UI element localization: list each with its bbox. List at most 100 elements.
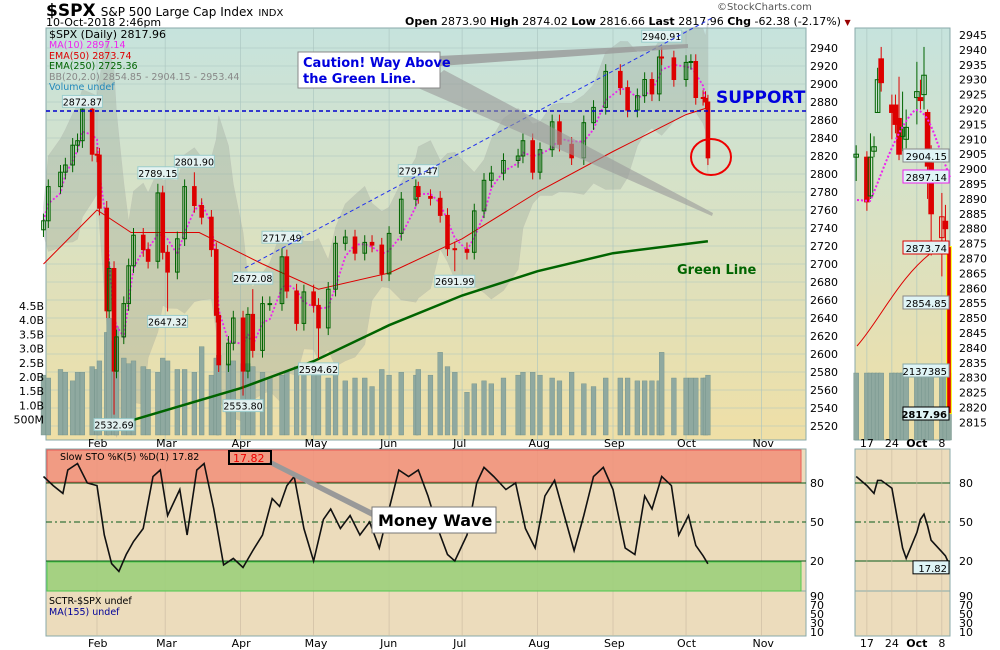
side-sctr-tick-label: 50 (959, 608, 973, 621)
candle-body (688, 61, 694, 63)
candle-body (705, 101, 711, 159)
side-y-tick-label: 2865 (959, 267, 987, 280)
x-tick-label: Mar (156, 437, 177, 450)
y-tick-label: 2780 (810, 186, 838, 199)
candle-body (279, 256, 285, 305)
candle-body (131, 234, 136, 267)
candle-body (703, 97, 708, 103)
volume-bar (130, 360, 137, 436)
candle-body (145, 249, 151, 262)
volume-tick-label: 3.0B (19, 343, 44, 356)
side-candle-body (892, 104, 899, 125)
sto-tick-label: 80 (810, 477, 824, 490)
candle-body (591, 106, 596, 124)
volume-bar (362, 377, 368, 436)
y-tick-label: 2520 (810, 420, 838, 433)
x-tick-label: Jun (379, 437, 397, 450)
volume-bar (520, 372, 526, 436)
money-wave-label: Money Wave (378, 511, 492, 530)
side-value-tag (902, 406, 950, 421)
candle-body (656, 56, 662, 95)
x-tick-label: Sep (604, 437, 625, 450)
volume-bar (293, 366, 300, 436)
side-sto-panel (854, 448, 951, 637)
candle-body (635, 95, 640, 111)
side-candle-body (874, 79, 881, 113)
side-y-tick-label: 2875 (959, 238, 987, 251)
candle-body (471, 210, 477, 253)
candle-body (333, 242, 338, 290)
y-tick-label: 2860 (810, 114, 838, 127)
volume-tick-label: 500M (14, 414, 45, 427)
candle-body (515, 155, 521, 161)
highlight-circle (690, 138, 732, 176)
side-x-tick-label: 8 (938, 437, 945, 450)
chg-value: -62.38 (-2.17%) (754, 15, 841, 28)
volume-bar (230, 360, 236, 436)
volume-bar (155, 372, 161, 436)
candle-body (97, 154, 102, 209)
y-tick-label: 2900 (810, 78, 838, 91)
side-value-tag (902, 295, 950, 310)
candle-body (58, 171, 63, 188)
candle-body (437, 197, 443, 216)
volume-bar (279, 374, 285, 436)
candle-body (41, 220, 46, 231)
side-y-tick-label: 2825 (959, 387, 987, 400)
volume-bar (569, 372, 575, 436)
x-tick-label: Mar (156, 637, 177, 650)
volume-bar (332, 374, 339, 436)
side-x-tick-label: 24 (885, 437, 899, 450)
price-panel (45, 27, 807, 441)
side-x-tick-label: Oct (906, 437, 927, 450)
candle-body (415, 186, 421, 198)
price-label-box (297, 362, 339, 376)
price-label-box (93, 418, 135, 432)
volume-bar (530, 372, 536, 436)
volume-bar (581, 383, 587, 436)
open-label: Open (405, 15, 438, 28)
side-y-tick-label: 2920 (959, 104, 987, 117)
candle-body (342, 236, 348, 244)
legend-ema50: EMA(50) 2873.74 (49, 50, 132, 62)
volume-bar (311, 372, 317, 436)
ma155-label: MA(155) undef (49, 607, 120, 618)
volume-bar (452, 372, 458, 436)
legend-ma10: MA(10) 2897.14 (49, 40, 126, 51)
x-tick-label: Feb (88, 637, 107, 650)
candle-body (428, 196, 433, 199)
volume-bar (642, 380, 648, 436)
sctr-label: SCTR-$SPX undef (49, 596, 132, 607)
y-tick-label: 2620 (810, 330, 838, 343)
side-volume-bar (878, 372, 884, 441)
side-sto-line (855, 475, 950, 565)
caution-text-1: Caution! Way Above (303, 56, 451, 71)
volume-bar (464, 392, 470, 436)
candle-body (452, 248, 458, 251)
x-tick-label: Jul (452, 637, 466, 650)
candle-body (693, 61, 699, 98)
candle-body (489, 172, 494, 181)
candle-body (464, 249, 470, 253)
datetime: 10-Oct-2018 2:46pm (46, 16, 162, 29)
price-label: 2789.15 (138, 169, 177, 180)
callout-pointer-green (418, 70, 713, 216)
sto-tick-label: 20 (810, 555, 824, 568)
x-tick-label: Aug (529, 437, 550, 450)
x-tick-label: May (305, 637, 328, 650)
side-sto-value: 17.82 (918, 564, 947, 575)
volume-bar (164, 360, 171, 436)
y-tick-label: 2560 (810, 384, 838, 397)
side-sctr-tick-label: 30 (959, 617, 973, 630)
volume-bar (284, 372, 290, 436)
open-value: 2873.90 (441, 15, 487, 28)
y-tick-label: 2920 (810, 60, 838, 73)
side-x-tick-label: 17 (860, 437, 874, 450)
x-tick-label: Oct (677, 637, 697, 650)
candle-body (369, 241, 375, 246)
side-y-tick-label: 2945 (959, 29, 987, 42)
x-tick-label: Jul (452, 437, 466, 450)
price-label: 2532.69 (94, 421, 133, 432)
